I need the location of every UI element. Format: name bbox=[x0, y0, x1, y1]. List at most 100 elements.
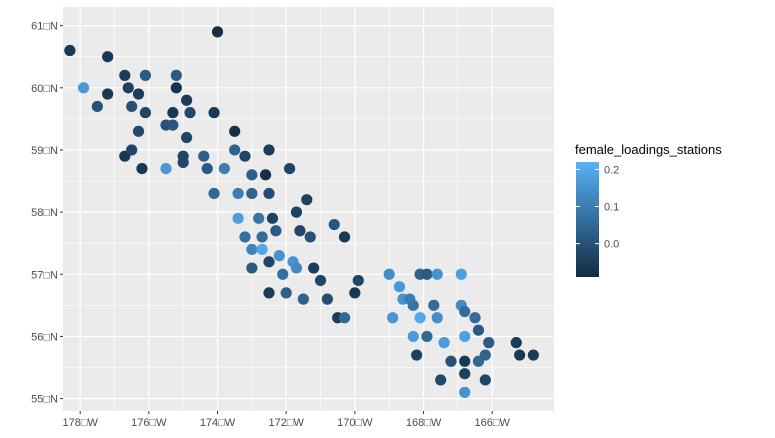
station-point bbox=[514, 349, 526, 361]
station-point bbox=[266, 212, 279, 224]
station-point bbox=[290, 206, 303, 218]
station-point bbox=[246, 187, 258, 200]
station-point bbox=[132, 125, 145, 137]
x-axis: 178□W 176□W 174□W 172□W 170□W 168□W 166□W bbox=[62, 411, 510, 429]
station-point bbox=[527, 349, 539, 361]
station-point bbox=[126, 144, 138, 156]
station-point bbox=[167, 107, 179, 119]
station-point bbox=[469, 312, 481, 324]
station-point bbox=[239, 231, 251, 243]
plot-panel bbox=[63, 7, 554, 411]
station-point bbox=[308, 262, 320, 274]
y-tick-label: 57□N bbox=[31, 269, 58, 281]
station-point bbox=[290, 262, 303, 274]
station-point bbox=[280, 287, 292, 299]
x-tick-label: 174□W bbox=[200, 417, 236, 429]
x-tick-label: 168□W bbox=[406, 417, 442, 429]
station-point bbox=[232, 187, 244, 200]
station-point bbox=[181, 131, 193, 144]
station-point bbox=[445, 355, 457, 367]
station-point bbox=[229, 125, 241, 137]
x-tick-label: 170□W bbox=[337, 417, 373, 429]
x-tick-label: 172□W bbox=[268, 417, 304, 429]
station-point bbox=[459, 355, 471, 367]
station-point bbox=[431, 268, 443, 280]
station-point bbox=[301, 194, 313, 206]
y-tick-label: 58□N bbox=[31, 207, 58, 219]
station-point bbox=[256, 231, 268, 243]
station-point bbox=[328, 218, 340, 231]
station-point bbox=[349, 287, 361, 299]
legend-tick-label: 0.2 bbox=[604, 164, 619, 176]
station-point bbox=[126, 100, 138, 113]
station-point bbox=[102, 88, 114, 100]
station-point bbox=[208, 107, 220, 119]
legend-colorbar bbox=[576, 162, 599, 277]
station-point bbox=[459, 330, 471, 343]
color-legend: female_loadings_stations 0.0 0.1 0.2 bbox=[575, 142, 722, 277]
station-point bbox=[314, 274, 327, 287]
station-point bbox=[139, 69, 152, 81]
station-point bbox=[277, 268, 289, 280]
station-point bbox=[387, 312, 399, 324]
x-tick-label: 176□W bbox=[131, 417, 167, 429]
station-point bbox=[383, 268, 395, 280]
station-point bbox=[78, 82, 90, 94]
station-point bbox=[459, 368, 471, 380]
station-point bbox=[239, 150, 251, 162]
station-point bbox=[455, 268, 467, 280]
station-point bbox=[102, 51, 114, 63]
station-point bbox=[232, 212, 244, 224]
station-point bbox=[428, 299, 440, 311]
y-tick-label: 60□N bbox=[31, 83, 58, 95]
x-tick-label: 178□W bbox=[62, 417, 98, 429]
station-point bbox=[479, 374, 491, 386]
station-point bbox=[352, 274, 364, 287]
station-point bbox=[321, 293, 333, 305]
y-tick-label: 55□N bbox=[31, 394, 58, 406]
station-point bbox=[407, 299, 419, 311]
station-point bbox=[64, 44, 76, 57]
station-point bbox=[284, 163, 296, 175]
legend-ticks: 0.0 0.1 0.2 bbox=[576, 164, 619, 251]
station-point bbox=[393, 281, 406, 293]
station-point bbox=[338, 231, 351, 243]
station-point bbox=[263, 187, 275, 200]
station-point bbox=[136, 163, 148, 175]
station-point bbox=[431, 312, 443, 324]
grid-major bbox=[63, 7, 554, 411]
station-point bbox=[259, 169, 272, 181]
station-point bbox=[510, 337, 522, 349]
legend-tick-label: 0.0 bbox=[604, 239, 619, 251]
station-point bbox=[211, 26, 224, 38]
station-point bbox=[122, 82, 134, 94]
legend-title: female_loadings_stations bbox=[575, 142, 722, 157]
grid-minor bbox=[63, 7, 554, 411]
station-point bbox=[201, 163, 213, 175]
y-axis: 55□N 56□N 57□N 58□N 59□N 60□N 61□N bbox=[31, 21, 63, 406]
station-point bbox=[263, 144, 275, 156]
station-point bbox=[132, 88, 145, 100]
station-point bbox=[459, 305, 471, 318]
station-point bbox=[256, 243, 268, 255]
station-point bbox=[160, 163, 172, 175]
station-point bbox=[208, 187, 220, 200]
station-point bbox=[435, 374, 447, 386]
station-point bbox=[304, 231, 316, 243]
station-point bbox=[263, 256, 275, 268]
station-point bbox=[459, 386, 471, 398]
station-point bbox=[167, 119, 179, 131]
station-point bbox=[246, 243, 258, 255]
station-point bbox=[170, 69, 182, 81]
station-point bbox=[294, 225, 306, 237]
station-point bbox=[414, 312, 426, 324]
data-points bbox=[64, 26, 539, 398]
station-point bbox=[411, 349, 423, 361]
station-point bbox=[181, 94, 193, 106]
station-point bbox=[338, 312, 351, 324]
y-tick-label: 61□N bbox=[31, 21, 58, 33]
station-point bbox=[177, 156, 189, 168]
station-point bbox=[184, 107, 196, 119]
station-point bbox=[119, 69, 131, 81]
